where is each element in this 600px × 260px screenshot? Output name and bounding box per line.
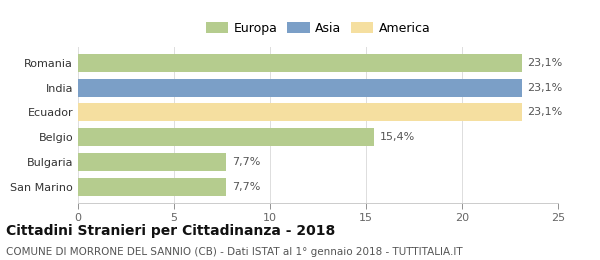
Bar bbox=[78, 103, 521, 121]
Text: 23,1%: 23,1% bbox=[527, 107, 563, 118]
Text: COMUNE DI MORRONE DEL SANNIO (CB) - Dati ISTAT al 1° gennaio 2018 - TUTTITALIA.I: COMUNE DI MORRONE DEL SANNIO (CB) - Dati… bbox=[6, 247, 463, 257]
Bar bbox=[78, 128, 374, 146]
Legend: Europa, Asia, America: Europa, Asia, America bbox=[203, 20, 433, 37]
Bar bbox=[78, 153, 226, 171]
Text: Cittadini Stranieri per Cittadinanza - 2018: Cittadini Stranieri per Cittadinanza - 2… bbox=[6, 224, 335, 238]
Text: 7,7%: 7,7% bbox=[232, 157, 260, 167]
Bar bbox=[78, 54, 521, 72]
Text: 23,1%: 23,1% bbox=[527, 83, 563, 93]
Text: 23,1%: 23,1% bbox=[527, 58, 563, 68]
Text: 15,4%: 15,4% bbox=[379, 132, 415, 142]
Bar bbox=[78, 79, 521, 96]
Text: 7,7%: 7,7% bbox=[232, 182, 260, 192]
Bar bbox=[78, 178, 226, 196]
